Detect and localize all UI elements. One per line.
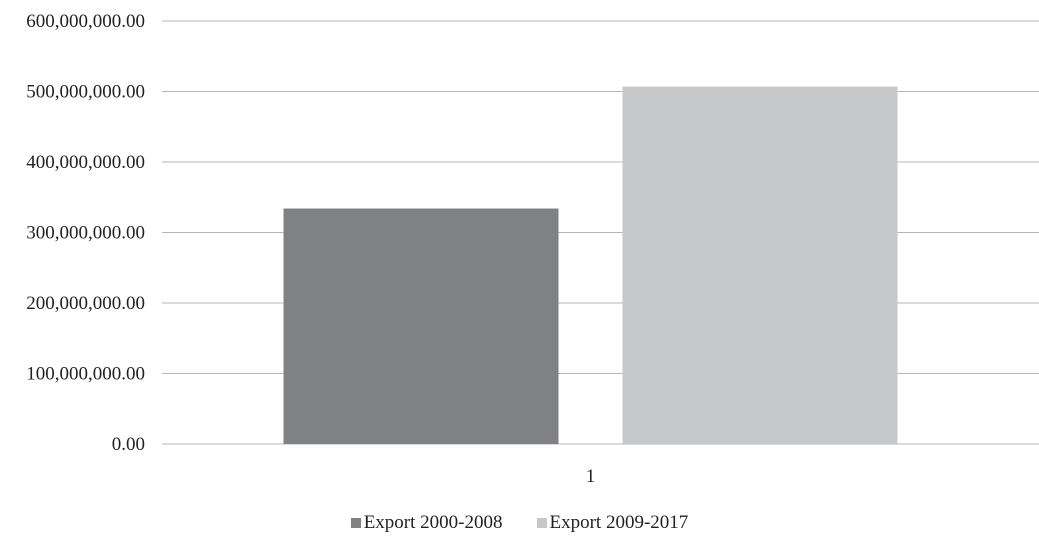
y-tick-label: 0.00 [112, 434, 145, 455]
legend-swatch-export-2000-2008 [350, 518, 361, 528]
y-tick-label: 600,000,000.00 [26, 11, 145, 32]
y-tick-label: 400,000,000.00 [26, 152, 145, 173]
legend-label-export-2009-2017: Export 2009-2017 [549, 512, 689, 533]
y-axis-tick-labels: 0.00 100,000,000.00 200,000,000.00 300,000,… [26, 11, 145, 455]
x-axis-tick-labels: 1 [586, 466, 596, 487]
y-tick-label: 300,000,000.00 [26, 223, 145, 244]
legend: Export 2000-2008 Export 2009-2017 [0, 512, 1039, 534]
legend-swatch-export-2009-2017 [536, 518, 547, 528]
y-tick-label: 500,000,000.00 [26, 82, 145, 103]
legend-item-export-2000-2008: Export 2000-2008 [350, 512, 503, 534]
legend-label-export-2000-2008: Export 2000-2008 [363, 512, 503, 533]
x-tick-label: 1 [586, 466, 596, 487]
bars [283, 86, 898, 444]
y-tick-label: 100,000,000.00 [26, 364, 145, 385]
bar-export-2000-2008 [283, 208, 559, 444]
bar-export-2009-2017 [622, 86, 898, 444]
y-tick-label: 200,000,000.00 [26, 293, 145, 314]
legend-item-export-2009-2017: Export 2009-2017 [536, 512, 689, 534]
